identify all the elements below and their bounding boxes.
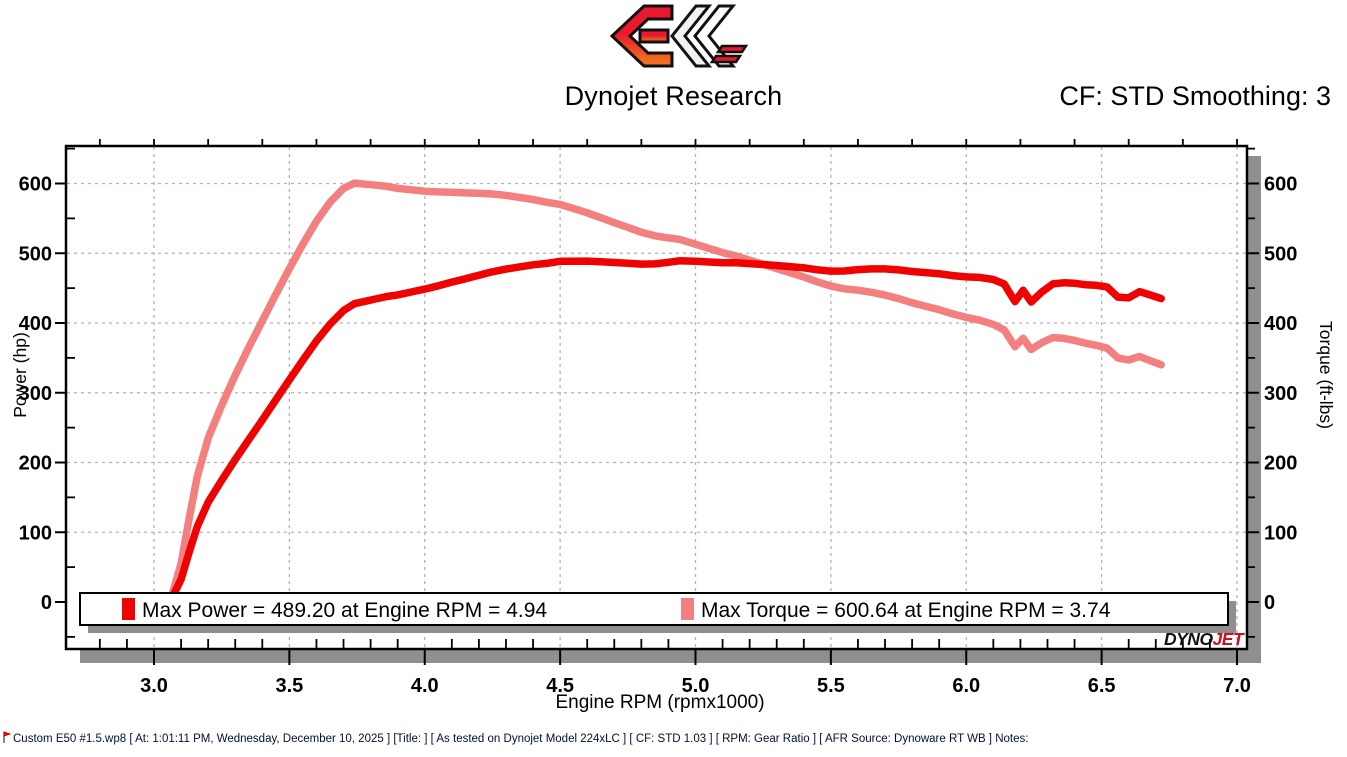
y-tick-label-right: 200 <box>1264 453 1297 475</box>
logo-e-shape <box>609 4 674 68</box>
x-tick-label: 7.0 <box>1223 675 1251 697</box>
red-flag-icon <box>3 731 12 746</box>
legend-marker-torque <box>681 598 694 620</box>
x-tick-label: 3.5 <box>275 675 303 697</box>
y-tick-label-left: 400 <box>19 313 52 335</box>
cf-smoothing-text: CF: STD Smoothing: 3 <box>1059 81 1331 111</box>
x-tick-label: 6.0 <box>952 675 980 697</box>
logo-e-middle-bar <box>638 28 670 44</box>
legend-box <box>79 592 1229 626</box>
logo-right-chevron <box>693 4 737 68</box>
legend-marker-power <box>122 598 135 620</box>
legend: Max Power = 489.20 at Engine RPM = 4.94 … <box>79 592 1236 633</box>
footer-status-text: Custom E50 #1.5.wp8 [ At: 1:01:11 PM, We… <box>13 733 1029 745</box>
y-tick-label-left: 0 <box>41 592 52 614</box>
x-tick-label: 6.5 <box>1088 675 1116 697</box>
y-tick-label-right: 300 <box>1264 383 1297 405</box>
x-tick-label: 3.0 <box>140 675 168 697</box>
y-tick-label-left: 600 <box>19 174 52 196</box>
x-tick-label: 4.0 <box>411 675 439 697</box>
curves-layer <box>169 179 1165 600</box>
dynojet-watermark-dyno: DYNO <box>1164 629 1213 649</box>
y-tick-label-right: 100 <box>1264 522 1297 544</box>
x-tick-label: 5.0 <box>682 675 710 697</box>
ec-chevron-logo <box>606 4 749 68</box>
page-title: Dynojet Research <box>564 81 783 111</box>
y-tick-label-right: 500 <box>1264 243 1297 265</box>
left-axis-title: Power (hp) <box>10 332 30 418</box>
logo-red-stripe-1 <box>715 44 749 54</box>
y-tick-label-left: 100 <box>19 522 52 544</box>
y-tick-label-left: 300 <box>19 383 52 405</box>
torque-curve <box>169 179 1165 596</box>
plot-shadow-right <box>1248 156 1261 663</box>
y-tick-label-left: 200 <box>19 453 52 475</box>
x-tick-label: 5.5 <box>817 675 845 697</box>
legend-label-max-power: Max Power = 489.20 at Engine RPM = 4.94 <box>142 599 547 622</box>
right-axis-title: Torque (ft-lbs) <box>1316 321 1336 429</box>
power-curve <box>169 257 1165 600</box>
y-tick-label-left: 500 <box>19 243 52 265</box>
ticks-layer: 3.0 3.5 4.0 4.5 5.0 5.5 6.0 6.5 7.0 0 0 100 100 200 20… <box>19 139 1297 697</box>
y-tick-label-right: 400 <box>1264 313 1297 335</box>
dynojet-watermark-jet: JET <box>1213 629 1245 649</box>
y-tick-label-right: 600 <box>1264 174 1297 196</box>
x-tick-label: 4.5 <box>546 675 574 697</box>
gridlines-layer <box>67 147 1246 648</box>
y-tick-label-right: 0 <box>1264 592 1275 614</box>
legend-label-max-torque: Max Torque = 600.64 at Engine RPM = 3.74 <box>701 599 1111 622</box>
plot-shadow-bottom <box>80 650 1261 663</box>
dynojet-watermark: DYNOJET <box>1164 629 1245 649</box>
footer-status-line: Custom E50 #1.5.wp8 [ At: 1:01:11 PM, We… <box>3 731 1029 746</box>
plot-frame <box>64 144 1249 651</box>
logo-white-chevron <box>670 4 713 68</box>
logo-red-stripe-2 <box>709 54 743 64</box>
dyno-chart: Max Power = 489.20 at Engine RPM = 4.94 … <box>10 139 1336 713</box>
ec-chevron-logo-svg <box>609 4 749 68</box>
x-axis-title: Engine RPM (rpmx1000) <box>555 692 764 713</box>
